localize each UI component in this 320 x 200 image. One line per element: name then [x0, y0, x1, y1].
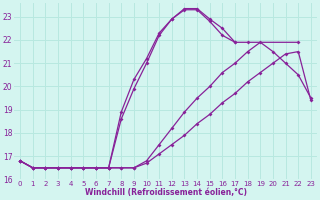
X-axis label: Windchill (Refroidissement éolien,°C): Windchill (Refroidissement éolien,°C): [84, 188, 246, 197]
